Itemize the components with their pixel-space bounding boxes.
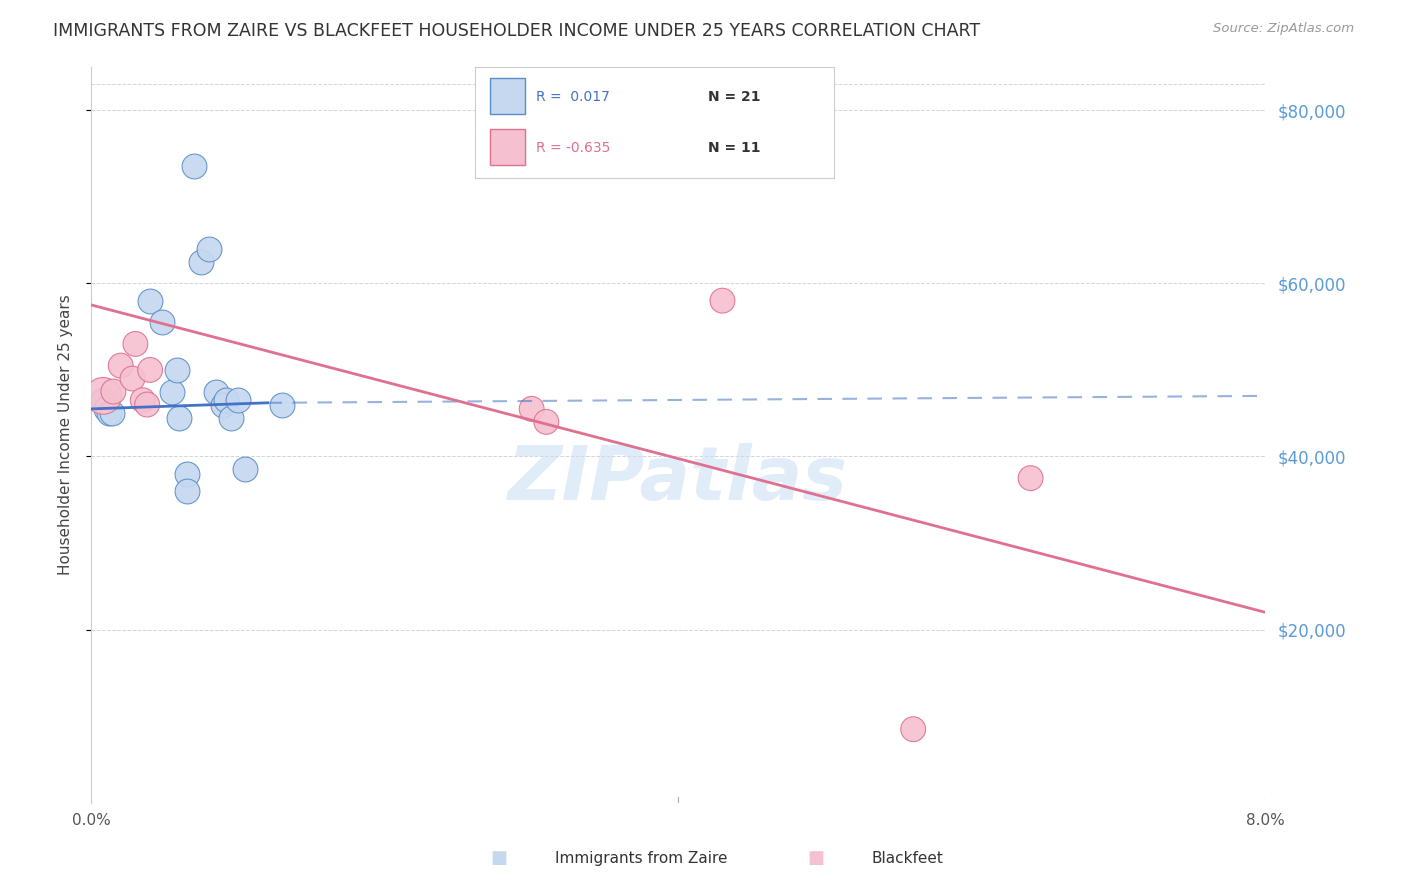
Text: N = 21: N = 21 [709,90,761,104]
Point [1019,471,1042,485]
Point [176,484,198,499]
Point [132,393,155,408]
Text: N = 11: N = 11 [709,141,761,155]
Point [139,293,162,308]
Point [197,242,219,256]
Point [190,254,212,268]
Point [520,401,543,416]
Text: Blackfeet: Blackfeet [872,851,943,865]
Point [121,371,143,385]
Point [536,415,558,429]
Point [711,293,734,308]
Point [139,363,162,377]
Point [136,398,159,412]
Point [150,315,173,329]
Y-axis label: Householder Income Under 25 years: Householder Income Under 25 years [58,294,73,575]
Point [103,384,125,399]
Point [124,337,146,351]
Point [183,160,205,174]
Bar [489,129,526,165]
Point [110,359,132,373]
Point [226,393,249,408]
Point [235,462,257,476]
Text: Immigrants from Zaire: Immigrants from Zaire [555,851,728,865]
Text: ■: ■ [491,849,508,867]
Point [901,723,924,737]
Point [169,410,191,425]
Point [166,363,188,377]
Point [176,467,198,481]
Text: R = -0.635: R = -0.635 [536,141,610,155]
Text: ■: ■ [807,849,824,867]
Point [91,389,114,403]
Point [215,393,238,408]
Text: Source: ZipAtlas.com: Source: ZipAtlas.com [1213,22,1354,36]
Point [271,398,294,412]
Point [98,406,121,420]
Text: ZIPatlas: ZIPatlas [509,442,848,516]
Point [219,410,242,425]
Text: IMMIGRANTS FROM ZAIRE VS BLACKFEET HOUSEHOLDER INCOME UNDER 25 YEARS CORRELATION: IMMIGRANTS FROM ZAIRE VS BLACKFEET HOUSE… [53,22,980,40]
Bar [489,78,526,114]
Text: R =  0.017: R = 0.017 [536,90,610,104]
Point [101,406,124,420]
Point [160,384,183,399]
Point [205,384,228,399]
Point [212,398,235,412]
Point [94,401,117,416]
Point [91,393,114,408]
